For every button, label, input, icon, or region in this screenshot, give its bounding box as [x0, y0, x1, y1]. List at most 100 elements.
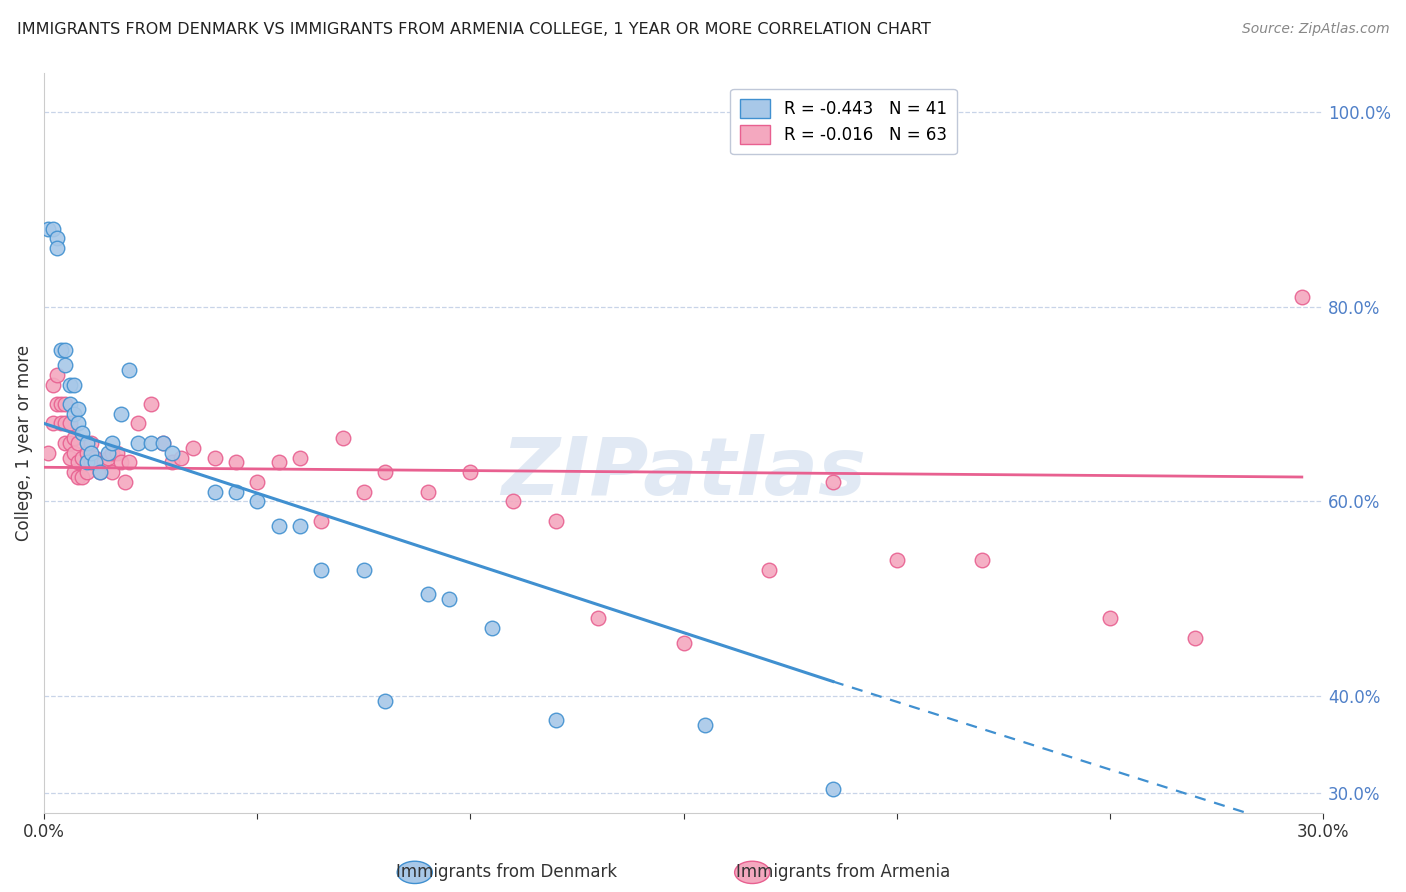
Point: [41, 221, 63, 235]
Point: [51, 417, 73, 431]
Point: [63, 407, 86, 421]
Point: [55, 417, 77, 431]
Point: [288, 518, 311, 533]
Point: [67, 436, 90, 450]
Point: [204, 484, 226, 499]
Point: [110, 407, 132, 421]
Point: [67, 455, 90, 469]
Point: [59, 397, 82, 411]
Point: [460, 465, 482, 479]
Point: [67, 401, 90, 416]
Point: [37, 221, 59, 235]
Point: [80, 436, 103, 450]
Point: [1184, 631, 1206, 645]
Point: [246, 475, 269, 489]
Point: [41, 417, 63, 431]
Point: [51, 397, 73, 411]
Text: Immigrants from Denmark: Immigrants from Denmark: [395, 863, 617, 881]
Point: [72, 450, 94, 465]
Point: [353, 484, 375, 499]
Point: [101, 465, 124, 479]
Point: [127, 417, 149, 431]
Point: [45, 397, 67, 411]
Text: Immigrants from Armenia: Immigrants from Armenia: [737, 863, 950, 881]
Point: [45, 231, 67, 245]
Point: [101, 445, 124, 459]
Point: [45, 241, 67, 255]
Point: [41, 377, 63, 392]
Point: [127, 436, 149, 450]
Point: [89, 465, 111, 479]
Point: [84, 455, 107, 469]
Point: [481, 621, 503, 635]
Point: [225, 484, 247, 499]
Point: [59, 377, 82, 392]
Point: [114, 475, 136, 489]
Point: [67, 470, 90, 484]
Point: [1098, 611, 1121, 625]
Point: [76, 455, 98, 469]
Point: [80, 445, 103, 459]
Point: [693, 718, 716, 732]
Point: [353, 562, 375, 576]
Point: [67, 417, 90, 431]
Point: [105, 445, 128, 459]
Point: [152, 436, 174, 450]
Point: [118, 455, 141, 469]
Point: [93, 455, 115, 469]
Point: [588, 611, 610, 625]
Point: [544, 514, 567, 528]
Point: [59, 417, 82, 431]
Point: [63, 431, 86, 445]
Point: [63, 377, 86, 392]
Point: [152, 436, 174, 450]
Point: [59, 436, 82, 450]
Point: [110, 455, 132, 469]
Point: [267, 455, 290, 469]
Legend: R = -0.443   N = 41, R = -0.016   N = 63: R = -0.443 N = 41, R = -0.016 N = 63: [730, 88, 956, 154]
Point: [225, 455, 247, 469]
Point: [183, 441, 205, 455]
Point: [267, 518, 290, 533]
Point: [97, 445, 120, 459]
Point: [374, 465, 396, 479]
Point: [821, 475, 844, 489]
Point: [288, 450, 311, 465]
Point: [63, 445, 86, 459]
Point: [416, 484, 439, 499]
Point: [59, 450, 82, 465]
Point: [160, 455, 183, 469]
Point: [55, 397, 77, 411]
Point: [309, 562, 332, 576]
Point: [886, 553, 908, 567]
Point: [502, 494, 524, 508]
Point: [55, 358, 77, 372]
Point: [160, 445, 183, 459]
Text: Source: ZipAtlas.com: Source: ZipAtlas.com: [1241, 22, 1389, 37]
Text: IMMIGRANTS FROM DENMARK VS IMMIGRANTS FROM ARMENIA COLLEGE, 1 YEAR OR MORE CORRE: IMMIGRANTS FROM DENMARK VS IMMIGRANTS FR…: [17, 22, 931, 37]
Point: [101, 436, 124, 450]
Point: [672, 635, 695, 649]
Point: [84, 450, 107, 465]
Point: [309, 514, 332, 528]
Point: [45, 368, 67, 382]
Point: [118, 363, 141, 377]
Point: [76, 465, 98, 479]
Point: [139, 397, 162, 411]
Point: [544, 714, 567, 728]
Text: ZIPatlas: ZIPatlas: [501, 434, 866, 511]
Point: [332, 431, 354, 445]
Point: [63, 465, 86, 479]
Point: [37, 445, 59, 459]
Point: [970, 553, 993, 567]
Point: [51, 343, 73, 358]
Point: [204, 450, 226, 465]
Point: [97, 450, 120, 465]
Point: [76, 445, 98, 459]
Point: [72, 426, 94, 441]
Point: [758, 562, 780, 576]
Y-axis label: College, 1 year or more: College, 1 year or more: [15, 345, 32, 541]
Point: [374, 694, 396, 708]
Point: [80, 455, 103, 469]
Point: [55, 343, 77, 358]
